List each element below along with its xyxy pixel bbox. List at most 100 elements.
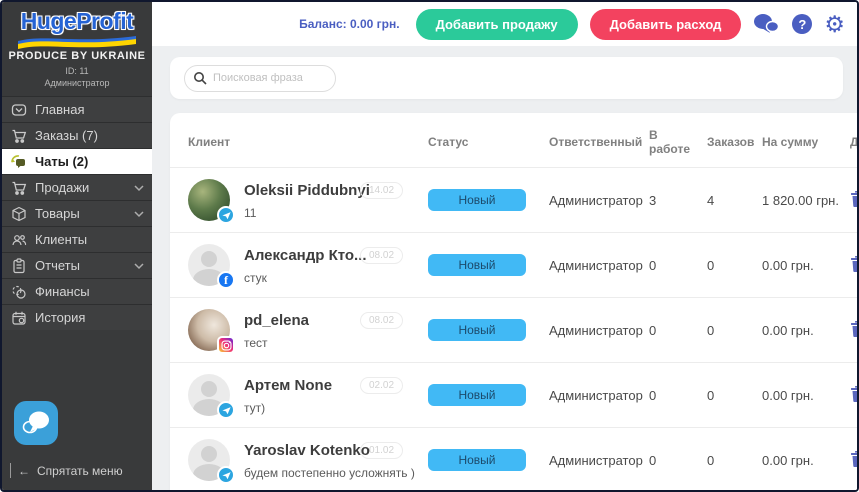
delete-icon[interactable] — [844, 190, 857, 207]
status-badge[interactable]: Новый — [428, 254, 526, 276]
delete-icon[interactable] — [844, 385, 857, 402]
sidebar-item-sales[interactable]: Продажи — [2, 174, 152, 200]
sidebar-menu: Главная Заказы (7) Чаты (2) — [2, 96, 152, 330]
client-cell: f Александр Кто... 08.02 стук — [188, 244, 428, 289]
ukraine-flag-ribbon-icon — [18, 36, 136, 49]
orders-cell: 0 — [707, 387, 715, 403]
responsible-cell: Администратор — [549, 452, 643, 468]
table-row[interactable]: Yaroslav Kotenko 01.02 будем постепенно … — [170, 427, 857, 490]
col-header-responsible: Ответственный — [549, 135, 643, 149]
search-card — [170, 57, 843, 99]
support-chat-button[interactable] — [14, 401, 58, 445]
client-last-message: будем постепенно усложнять ) — [244, 466, 415, 480]
table-row[interactable]: Артем None 02.02 тут) Новый Администрато… — [170, 362, 857, 427]
sidebar-item-history[interactable]: История — [2, 304, 152, 330]
col-header-in-work: В работе — [649, 128, 690, 156]
sidebar-item-orders[interactable]: Заказы (7) — [2, 122, 152, 148]
orders-cell: 0 — [707, 322, 715, 338]
in-work-cell: 0 — [649, 387, 657, 403]
client-name: Oleksii Piddubnyi — [244, 182, 370, 199]
main-content: Клиент Статус Ответственный В работе Зак… — [152, 46, 857, 490]
sum-cell: 1 820.00 грн. — [762, 192, 839, 208]
in-work-cell: 3 — [649, 192, 657, 208]
cart-icon — [10, 128, 27, 144]
help-icon[interactable]: ? — [792, 14, 813, 34]
gear-icon[interactable]: ⚙ — [824, 10, 845, 37]
search-wrap — [184, 64, 336, 92]
clipboard-icon — [10, 257, 27, 274]
sidebar-item-products[interactable]: Товары — [2, 200, 152, 226]
sidebar-item-label: Продажи — [35, 180, 90, 195]
avatar — [188, 179, 235, 224]
col-header-client: Клиент — [188, 135, 231, 149]
status-badge[interactable]: Новый — [428, 319, 526, 341]
status-badge[interactable]: Новый — [428, 449, 526, 471]
col-header-actions: Действия — [844, 135, 857, 149]
chevron-down-icon — [134, 206, 144, 221]
date-badge: 02.02 — [360, 377, 404, 394]
delete-icon[interactable] — [844, 450, 857, 467]
user-id: ID: 11 — [65, 66, 89, 76]
client-name: Yaroslav Kotenko — [244, 442, 370, 459]
sidebar-item-label: История — [35, 310, 86, 325]
coins-icon — [10, 284, 27, 300]
client-cell: Артем None 02.02 тут) — [188, 374, 428, 419]
user-role: Администратор — [44, 78, 110, 88]
client-last-message: тест — [244, 336, 268, 350]
delete-icon[interactable] — [844, 255, 857, 272]
client-last-message: 11 — [244, 206, 257, 220]
add-expense-button[interactable]: Добавить расход — [589, 8, 742, 40]
search-input[interactable] — [184, 64, 336, 92]
sum-cell: 0.00 грн. — [762, 452, 814, 468]
logo-block: HugeProfit PRODUCE BY UKRAINE ID: 11 Адм… — [2, 2, 152, 96]
avatar: f — [188, 244, 235, 289]
table-row[interactable]: f Александр Кто... 08.02 стук Новый Адми… — [170, 232, 857, 297]
telegram-icon — [217, 206, 235, 224]
chat-bubbles-icon[interactable] — [753, 13, 780, 35]
delete-icon[interactable] — [844, 320, 857, 337]
add-sale-button[interactable]: Добавить продажу — [415, 8, 578, 40]
sidebar-item-finances[interactable]: Финансы — [2, 278, 152, 304]
client-last-message: стук — [244, 271, 267, 285]
home-icon — [10, 102, 27, 118]
date-badge: 08.02 — [360, 247, 404, 264]
box-icon — [10, 206, 27, 222]
in-work-cell: 0 — [649, 257, 657, 273]
table-row[interactable]: Oleksii Piddubnyi 14.02 11 Новый Админис… — [170, 167, 857, 232]
hide-menu-button[interactable]: ← Спрятать меню — [2, 457, 152, 490]
avatar — [188, 439, 235, 484]
date-badge: 01.02 — [360, 442, 404, 459]
facebook-icon: f — [217, 271, 235, 289]
status-badge[interactable]: Новый — [428, 189, 526, 211]
sidebar-item-reports[interactable]: Отчеты — [2, 252, 152, 278]
sidebar-item-label: Товары — [35, 206, 80, 221]
client-cell: pd_elena 08.02 тест — [188, 309, 428, 354]
table-header-row: Клиент Статус Ответственный В работе Зак… — [170, 113, 857, 167]
client-cell: Oleksii Piddubnyi 14.02 11 — [188, 179, 428, 224]
responsible-cell: Администратор — [549, 322, 643, 338]
client-name: Артем None — [244, 377, 333, 394]
cart-icon — [10, 180, 27, 196]
col-header-sum: На сумму — [762, 135, 819, 149]
sidebar-item-chats[interactable]: Чаты (2) — [2, 148, 152, 174]
col-header-status: Статус — [428, 135, 469, 149]
in-work-cell: 0 — [649, 452, 657, 468]
sum-cell: 0.00 грн. — [762, 257, 814, 273]
search-icon — [194, 71, 207, 85]
sidebar-spacer — [2, 330, 152, 401]
balance-label: Баланс: 0.00 грн. — [299, 17, 400, 31]
sidebar-item-label: Финансы — [35, 284, 90, 299]
sum-cell: 0.00 грн. — [762, 322, 814, 338]
date-badge: 14.02 — [360, 182, 404, 199]
status-badge[interactable]: Новый — [428, 384, 526, 406]
sidebar-item-clients[interactable]: Клиенты — [2, 226, 152, 252]
sidebar-item-label: Клиенты — [35, 232, 88, 247]
sidebar-item-home[interactable]: Главная — [2, 96, 152, 122]
telegram-icon — [217, 466, 235, 484]
avatar — [188, 309, 235, 354]
table-row[interactable]: pd_elena 08.02 тест Новый Администратор … — [170, 297, 857, 362]
avatar — [188, 374, 235, 419]
orders-cell: 4 — [707, 192, 715, 208]
client-last-message: тут) — [244, 401, 266, 415]
